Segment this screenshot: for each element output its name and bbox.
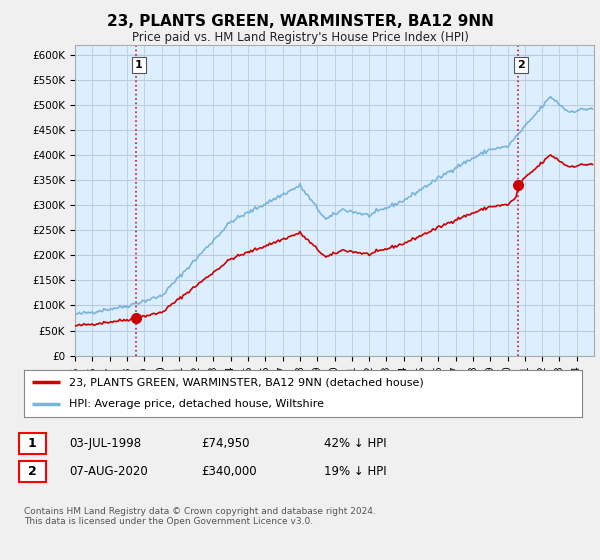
Text: 42% ↓ HPI: 42% ↓ HPI bbox=[324, 437, 386, 450]
Text: 2: 2 bbox=[28, 465, 37, 478]
Text: £340,000: £340,000 bbox=[201, 465, 257, 478]
Text: 23, PLANTS GREEN, WARMINSTER, BA12 9NN (detached house): 23, PLANTS GREEN, WARMINSTER, BA12 9NN (… bbox=[68, 377, 424, 388]
Text: Price paid vs. HM Land Registry's House Price Index (HPI): Price paid vs. HM Land Registry's House … bbox=[131, 31, 469, 44]
Text: 2: 2 bbox=[517, 60, 525, 70]
Text: 03-JUL-1998: 03-JUL-1998 bbox=[69, 437, 141, 450]
Text: 1: 1 bbox=[28, 437, 37, 450]
Text: Contains HM Land Registry data © Crown copyright and database right 2024.
This d: Contains HM Land Registry data © Crown c… bbox=[24, 507, 376, 526]
Text: 07-AUG-2020: 07-AUG-2020 bbox=[69, 465, 148, 478]
Text: £74,950: £74,950 bbox=[201, 437, 250, 450]
Text: HPI: Average price, detached house, Wiltshire: HPI: Average price, detached house, Wilt… bbox=[68, 399, 323, 409]
Text: 19% ↓ HPI: 19% ↓ HPI bbox=[324, 465, 386, 478]
Text: 1: 1 bbox=[135, 60, 143, 70]
Text: 23, PLANTS GREEN, WARMINSTER, BA12 9NN: 23, PLANTS GREEN, WARMINSTER, BA12 9NN bbox=[107, 14, 493, 29]
